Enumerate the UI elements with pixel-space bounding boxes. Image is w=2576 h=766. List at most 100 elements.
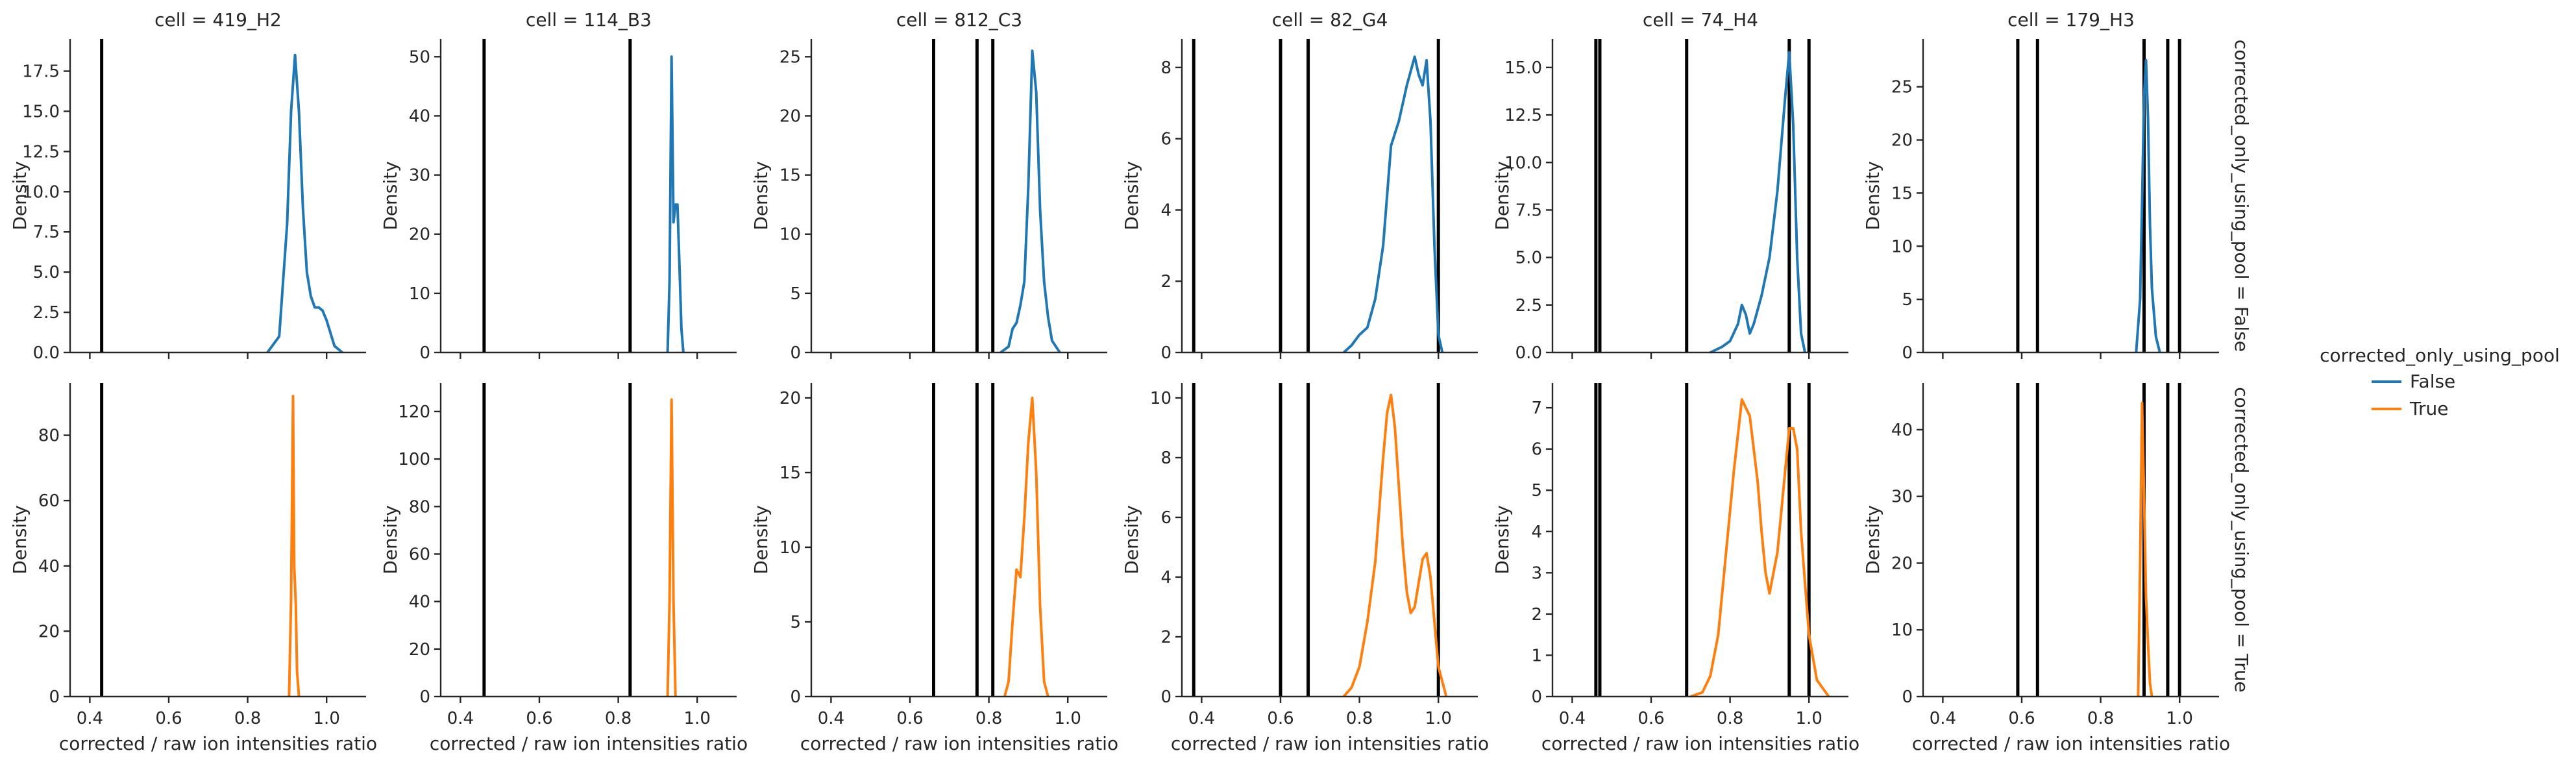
y-axis-label: Density <box>750 161 772 230</box>
y-tick-label: 8 <box>1160 449 1171 468</box>
y-tick-label: 10.0 <box>1504 153 1542 173</box>
y-tick-label: 15.0 <box>1504 58 1542 78</box>
y-axis-label: Density <box>1862 505 1883 574</box>
y-tick-label: 50 <box>409 47 430 67</box>
y-tick-label: 100 <box>398 450 430 469</box>
y-tick-label: 0 <box>1531 687 1542 707</box>
y-tick-label: 4 <box>1531 523 1542 542</box>
x-tick-label: 0.6 <box>1267 709 1294 728</box>
y-tick-label: 4 <box>1160 201 1171 220</box>
facet-panel-r1-c5: 0 10 20 30 40 0.4 0.6 0.8 1.0 Density corrected / … <box>1862 383 2230 754</box>
facet-panel-r0-c3: 0 2 4 6 8 Density cell = 82_G4 <box>1121 9 1478 363</box>
y-tick-label: 20 <box>409 640 430 660</box>
y-tick-label: 10 <box>409 284 430 304</box>
y-tick-label: 5.0 <box>1515 249 1542 268</box>
y-tick-label: 20 <box>1891 131 1913 151</box>
density-curve <box>666 55 685 353</box>
y-tick-label: 10 <box>1891 621 1913 640</box>
density-curve <box>1690 398 1830 698</box>
x-tick-label: 0.4 <box>818 709 844 728</box>
y-tick-label: 8 <box>1160 58 1171 78</box>
x-tick-label: 0.6 <box>155 709 182 728</box>
panel-title: cell = 179_H3 <box>2007 9 2135 31</box>
y-tick-label: 40 <box>409 106 430 126</box>
x-axis-label: corrected / raw ion intensities ratio <box>59 733 377 754</box>
x-tick-label: 0.6 <box>896 709 923 728</box>
y-tick-label: 10.0 <box>22 182 60 202</box>
y-tick-label: 6 <box>1160 508 1171 528</box>
legend: corrected_only_using_pool False True <box>2320 345 2560 419</box>
x-tick-label: 0.6 <box>526 709 552 728</box>
x-tick-label: 0.8 <box>234 709 261 728</box>
x-tick-label: 0.8 <box>605 709 632 728</box>
y-axis-label: Density <box>1491 505 1513 574</box>
y-tick-label: 80 <box>409 497 430 517</box>
y-tick-label: 5 <box>790 613 801 632</box>
density-curve <box>1000 49 1061 354</box>
y-axis-label: Density <box>1862 161 1883 230</box>
y-axis-label: Density <box>9 161 31 230</box>
x-tick-label: 0.8 <box>1346 709 1373 728</box>
y-tick-label: 30 <box>409 166 430 186</box>
x-tick-label: 1.0 <box>313 709 340 728</box>
x-tick-label: 0.8 <box>2087 709 2114 728</box>
y-tick-label: 120 <box>398 402 430 422</box>
panel-title: cell = 74_H4 <box>1643 9 1758 31</box>
y-tick-label: 12.5 <box>1504 106 1542 125</box>
y-axis-label: Density <box>380 505 401 574</box>
y-axis-label: Density <box>1491 161 1513 230</box>
y-tick-label: 30 <box>1891 488 1913 507</box>
row-title-0: corrected_only_using_pool = False <box>2231 40 2252 352</box>
panel-title: cell = 82_G4 <box>1272 9 1388 31</box>
y-tick-label: 60 <box>409 545 430 564</box>
y-tick-label: 40 <box>409 593 430 612</box>
y-tick-label: 6 <box>1160 130 1171 149</box>
facet-panel-r1-c0: 0 20 40 60 80 0.4 0.6 0.8 1.0 Density corrected / … <box>9 383 377 754</box>
y-tick-label: 2 <box>1160 628 1171 647</box>
y-tick-label: 0 <box>419 687 430 707</box>
y-tick-label: 2 <box>1531 605 1542 624</box>
density-curve <box>666 398 677 697</box>
y-tick-label: 0.0 <box>1515 343 1542 363</box>
density-curve <box>1710 51 1807 354</box>
row-title-1: corrected_only_using_pool = True <box>2231 387 2252 692</box>
facet-panel-r0-c1: 0 10 20 30 40 50 Density cell = 114_B3 <box>380 9 737 363</box>
y-tick-label: 0 <box>419 343 430 363</box>
y-tick-label: 10 <box>1891 237 1913 256</box>
x-axis-label: corrected / raw ion intensities ratio <box>800 733 1118 754</box>
x-tick-label: 0.6 <box>2008 709 2035 728</box>
y-tick-label: 40 <box>38 557 60 576</box>
y-tick-label: 5 <box>1902 290 1913 310</box>
y-axis-label: Density <box>750 505 772 574</box>
x-axis-label: corrected / raw ion intensities ratio <box>1912 733 2230 754</box>
y-tick-label: 12.5 <box>22 142 60 162</box>
y-tick-label: 7.5 <box>33 223 60 242</box>
x-tick-label: 0.4 <box>447 709 474 728</box>
y-tick-label: 10 <box>779 225 801 245</box>
y-tick-label: 25 <box>779 47 801 67</box>
density-curve <box>1342 393 1448 698</box>
legend-label-false: False <box>2410 371 2455 392</box>
y-tick-label: 2.5 <box>1515 296 1542 315</box>
x-tick-label: 0.4 <box>1188 709 1215 728</box>
y-tick-label: 7.5 <box>1515 201 1542 220</box>
y-tick-label: 10 <box>779 538 801 558</box>
y-tick-label: 0 <box>1160 343 1171 363</box>
y-tick-label: 15 <box>1891 184 1913 203</box>
y-tick-label: 80 <box>38 426 60 446</box>
y-tick-label: 20 <box>779 106 801 126</box>
x-tick-label: 1.0 <box>1796 709 1822 728</box>
x-axis-label: corrected / raw ion intensities ratio <box>430 733 748 754</box>
y-tick-label: 20 <box>38 622 60 641</box>
x-tick-label: 1.0 <box>1055 709 1081 728</box>
x-tick-label: 0.8 <box>1717 709 1743 728</box>
y-tick-label: 40 <box>1891 421 1913 440</box>
y-tick-label: 0 <box>1902 343 1913 363</box>
y-tick-label: 0 <box>790 687 801 707</box>
y-tick-label: 5 <box>1531 481 1542 500</box>
y-axis-label: Density <box>9 505 31 574</box>
y-tick-label: 0 <box>49 687 60 707</box>
x-tick-label: 0.4 <box>77 709 103 728</box>
facet-panel-r0-c2: 0 5 10 15 20 25 Density cell = 812_C3 <box>750 9 1107 363</box>
